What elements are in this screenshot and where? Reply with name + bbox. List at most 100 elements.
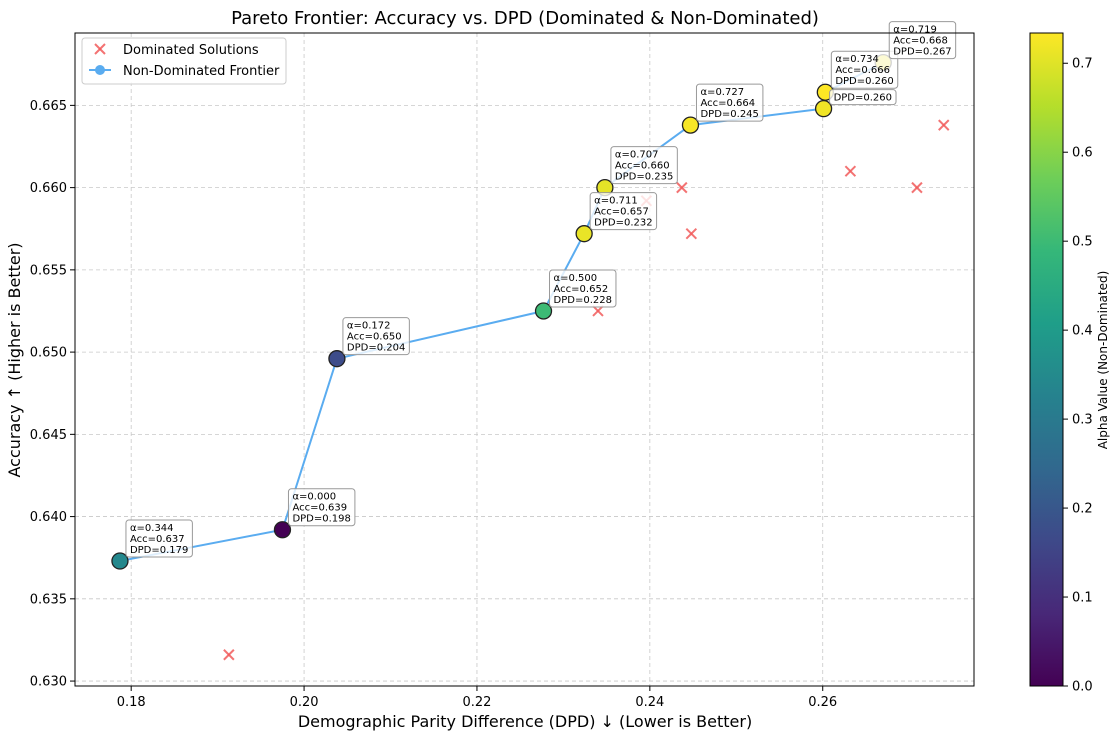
annotation-text: DPD=0.245 (700, 109, 758, 120)
y-tick-label: 0.665 (30, 99, 67, 114)
annotation-text: DPD=0.260 (834, 93, 892, 104)
frontier-line (119, 61, 884, 562)
grid-lines (75, 33, 974, 686)
x-tick-label: 0.22 (462, 695, 491, 710)
annotation-text: α=0.727 (700, 87, 744, 98)
annotation-text: α=0.734 (835, 54, 879, 65)
chart-title: Pareto Frontier: Accuracy vs. DPD (Domin… (231, 8, 819, 29)
annotation-box (695, 83, 764, 122)
colorbar-gradient (1029, 32, 1064, 687)
dominated-point (592, 305, 604, 317)
colorbar-ticks: 0.0 0.1 0.2 0.3 0.4 0.5 0.6 0.7 (1063, 57, 1093, 695)
annotation-text: DPD=0.235 (615, 172, 673, 183)
legend: Dominated Solutions Non-Dominated Fronti… (81, 37, 287, 85)
annotation-box (287, 488, 356, 527)
dominated-point (676, 181, 688, 194)
annotation-text: DPD=0.179 (130, 545, 188, 556)
frontier-point (328, 350, 346, 368)
annotation-text: Acc=0.664 (700, 98, 755, 109)
annotation-text: DPD=0.260 (835, 76, 893, 87)
annotation-box (125, 519, 193, 558)
y-tick-label: 0.660 (30, 181, 67, 196)
x-tick-label: 0.18 (117, 695, 146, 710)
annotation-text: α=0.711 (594, 196, 638, 207)
y-tick-label: 0.650 (30, 346, 67, 361)
annotation-text: α=0.000 (292, 492, 336, 503)
annotation-text: Acc=0.637 (130, 534, 185, 545)
frontier-point (111, 552, 129, 570)
annotation-text: α=0.719 (893, 25, 937, 36)
y-axis-label: Accuracy ↑ (Higher is Better) (5, 242, 24, 477)
dominated-point (938, 119, 950, 131)
annotation-text: Acc=0.666 (835, 65, 890, 76)
plot-frame (74, 32, 975, 687)
annotation-box (589, 192, 658, 231)
legend-frontier-marker (95, 65, 105, 75)
y-tick-label: 0.640 (30, 510, 67, 525)
colorbar-tick-label: 0.2 (1072, 502, 1093, 517)
annotation-box (342, 317, 410, 356)
frontier-point (575, 225, 593, 243)
annotation-box (830, 50, 899, 89)
x-axis-ticks: 0.18 0.20 0.22 0.24 0.26 (117, 686, 837, 710)
legend-dominated-label: Dominated Solutions (123, 43, 259, 58)
annotation-text: Acc=0.652 (554, 284, 609, 295)
dominated-point (911, 181, 923, 194)
point-annotation: DPD=0.260 (829, 89, 897, 106)
x-tick-label: 0.24 (635, 695, 664, 710)
y-axis-ticks: 0.630 0.635 0.640 0.645 0.650 0.655 0.660 0.665 (30, 99, 75, 690)
annotation-box (829, 89, 897, 106)
legend-dominated-marker (94, 43, 106, 55)
annotation-text: α=0.344 (130, 523, 174, 534)
annotation-text: DPD=0.267 (893, 47, 951, 58)
annotation-text: α=0.500 (554, 273, 598, 284)
dominated-series (223, 119, 950, 661)
frontier-point (681, 116, 700, 134)
annotation-text: Acc=0.660 (615, 161, 670, 172)
annotation-text: DPD=0.232 (594, 218, 652, 229)
annotation-text: Acc=0.657 (594, 207, 649, 218)
colorbar-label: Alpha Value (Non-Dominated) (1096, 271, 1110, 450)
colorbar-tick-label: 0.4 (1072, 324, 1093, 339)
annotation-text: α=0.707 (615, 150, 659, 161)
frontier-point (534, 302, 553, 320)
y-tick-label: 0.630 (30, 675, 67, 690)
colorbar-tick-label: 0.7 (1072, 57, 1093, 72)
legend-box (81, 37, 287, 85)
x-tick-label: 0.26 (808, 695, 837, 710)
dominated-point (844, 165, 857, 177)
colorbar-tick-label: 0.1 (1072, 591, 1093, 606)
annotation-text: DPD=0.228 (554, 295, 612, 306)
annotation-text: α=0.172 (347, 321, 391, 332)
annotation-text: Acc=0.639 (292, 503, 347, 514)
colorbar: 0.0 0.1 0.2 0.3 0.4 0.5 0.6 0.7 Alpha Value (No… (1029, 32, 1110, 695)
annotation-text: Acc=0.650 (347, 332, 402, 343)
frontier-series (111, 53, 892, 570)
dominated-point (685, 227, 698, 240)
y-tick-label: 0.655 (30, 263, 67, 278)
colorbar-tick-label: 0.6 (1072, 146, 1093, 161)
x-tick-label: 0.20 (290, 695, 319, 710)
colorbar-tick-label: 0.3 (1072, 413, 1093, 428)
point-annotations: α=0.344Acc=0.637DPD=0.179α=0.000Acc=0.63… (125, 21, 957, 558)
annotation-box (888, 21, 957, 60)
annotation-text: Acc=0.668 (893, 36, 948, 47)
dominated-point (223, 649, 235, 661)
colorbar-tick-label: 0.0 (1072, 680, 1093, 695)
annotation-box (549, 269, 617, 308)
legend-frontier-label: Non-Dominated Frontier (123, 64, 280, 79)
annotation-box (610, 146, 678, 185)
annotation-text: DPD=0.198 (292, 514, 350, 525)
y-tick-label: 0.635 (30, 592, 67, 607)
x-axis-label: Demographic Parity Difference (DPD) ↓ (L… (298, 712, 752, 731)
frontier-point (273, 521, 292, 539)
